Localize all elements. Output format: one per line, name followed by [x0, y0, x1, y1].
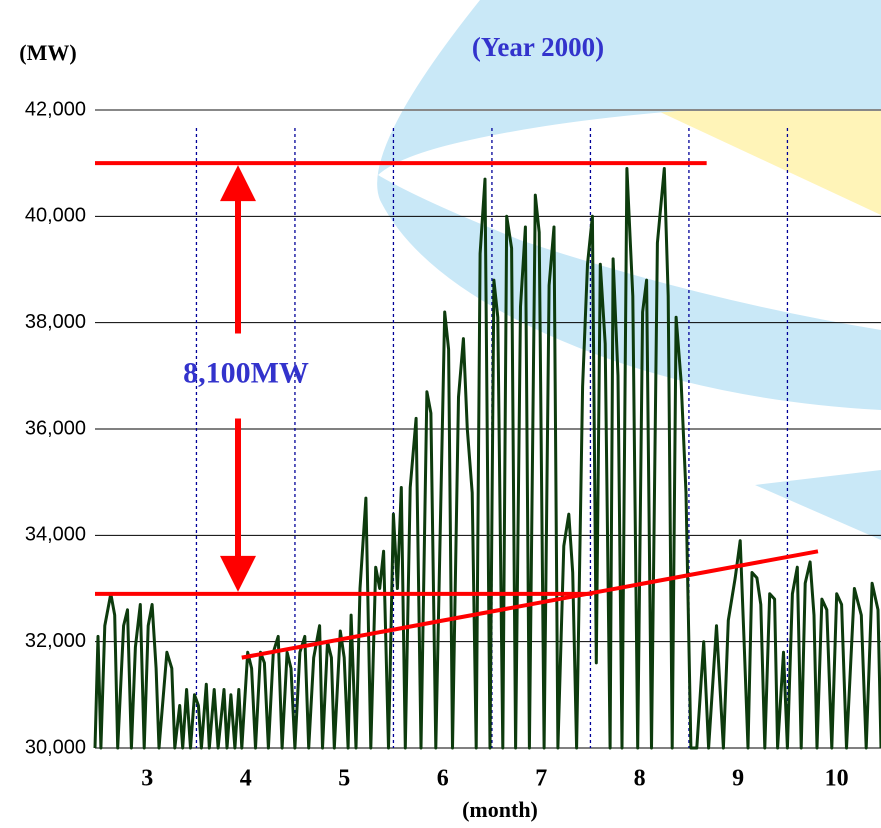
arrow-head [220, 165, 256, 201]
chart-title: (Year 2000) [472, 32, 604, 62]
x-tick-label: 8 [634, 766, 646, 792]
x-axis-label: (month) [462, 797, 538, 822]
difference-label: 8,100MW [183, 356, 309, 389]
x-tick-label: 9 [732, 766, 744, 792]
x-tick-label: 7 [535, 766, 547, 792]
y-tick-label: 32,000 [25, 630, 86, 652]
y-tick-label: 38,000 [25, 311, 86, 333]
chart: (MW) (Year 2000) (month) 30,000 32,000 34,… [0, 0, 881, 828]
y-tick-label: 34,000 [25, 524, 86, 546]
y-axis-label: (MW) [19, 40, 76, 65]
y-tick-label: 30,000 [25, 736, 86, 758]
y-tick-label: 42,000 [25, 98, 86, 120]
x-tick-label: 10 [825, 766, 849, 792]
arrow-head [220, 556, 256, 592]
y-tick-label: 36,000 [25, 417, 86, 439]
x-tick-label: 4 [240, 766, 252, 792]
x-tick-label: 5 [338, 766, 350, 792]
x-tick-label: 6 [437, 766, 449, 792]
y-tick-label: 40,000 [25, 205, 86, 227]
x-tick-label: 3 [141, 766, 153, 792]
background-decoration [377, 0, 881, 540]
